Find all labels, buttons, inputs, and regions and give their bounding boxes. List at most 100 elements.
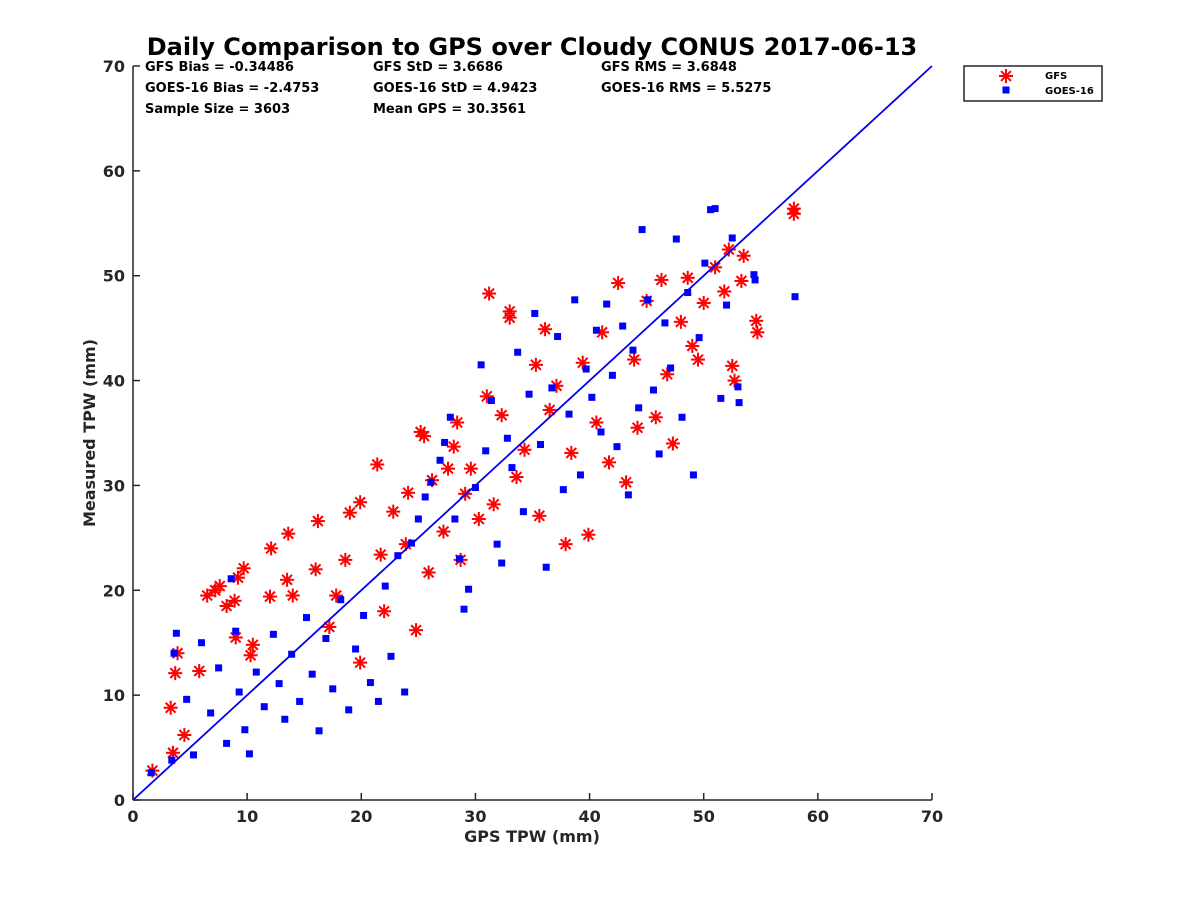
- goes16-point: [514, 348, 522, 356]
- gfs-point: [558, 537, 573, 552]
- gfs-point: [353, 495, 368, 510]
- gfs-point: [509, 470, 524, 485]
- gfs-point: [450, 415, 465, 430]
- goes16-point: [655, 450, 663, 458]
- y-tick-label: 30: [103, 476, 125, 495]
- goes16-point: [232, 627, 240, 635]
- gfs-point: [245, 637, 260, 652]
- goes16-point: [734, 383, 742, 391]
- goes16-point: [329, 685, 337, 693]
- gfs-point: [627, 352, 642, 367]
- gfs-point: [373, 547, 388, 562]
- goes16-point: [446, 413, 454, 421]
- goes16-point: [482, 447, 490, 455]
- gfs-point: [342, 505, 357, 520]
- gfs-point: [673, 314, 688, 329]
- goes16-point: [582, 365, 590, 373]
- goes16-point: [649, 386, 657, 394]
- gfs-point: [285, 588, 300, 603]
- series-gfs: [145, 201, 801, 778]
- goes16-point: [302, 614, 310, 622]
- goes16-point: [427, 478, 435, 486]
- goes16-point: [252, 668, 260, 676]
- goes16-point: [723, 301, 731, 309]
- goes16-point: [223, 739, 231, 747]
- gfs-point: [421, 565, 436, 580]
- gfs-point: [708, 260, 723, 275]
- goes16-point: [571, 296, 579, 304]
- goes16-point: [281, 715, 289, 723]
- y-tick-label: 40: [103, 372, 125, 391]
- goes16-point: [791, 293, 799, 301]
- gfs-point: [463, 461, 478, 476]
- goes16-point: [168, 756, 176, 764]
- gfs-point: [601, 455, 616, 470]
- gfs-point: [564, 445, 579, 460]
- goes16-point: [441, 438, 449, 446]
- goes16-point: [487, 396, 495, 404]
- gfs-point: [370, 457, 385, 472]
- legend-gfs-marker: [999, 69, 1013, 83]
- goes16-point: [147, 769, 155, 777]
- y-tick-label: 60: [103, 162, 125, 181]
- gfs-point: [538, 322, 553, 337]
- goes16-point: [352, 645, 360, 653]
- gfs-point: [409, 623, 424, 638]
- goes16-point: [315, 727, 323, 735]
- x-tick-label: 40: [578, 807, 600, 826]
- x-axis-label: GPS TPW (mm): [464, 827, 600, 846]
- gfs-point: [471, 511, 486, 526]
- goes16-point: [711, 205, 719, 213]
- gfs-point: [322, 619, 337, 634]
- gfs-point: [386, 504, 401, 519]
- goes16-point: [619, 322, 627, 330]
- legend: GFS GOES-16: [963, 65, 1103, 102]
- goes16-point: [451, 515, 459, 523]
- stat-gfs-std: GFS StD = 3.6686: [373, 60, 503, 75]
- goes16-point: [421, 493, 429, 501]
- goes16-point: [672, 235, 680, 243]
- gfs-point: [446, 439, 461, 454]
- goes16-point: [542, 563, 550, 571]
- goes16-point: [684, 288, 692, 296]
- gfs-point: [786, 206, 801, 221]
- goes16-point: [308, 670, 316, 678]
- legend-box: [963, 65, 1103, 102]
- gfs-point: [542, 402, 557, 417]
- gfs-point: [200, 588, 215, 603]
- gfs-point: [611, 276, 626, 291]
- gfs-point: [654, 272, 669, 287]
- gfs-point: [717, 284, 732, 299]
- y-tick-label: 50: [103, 267, 125, 286]
- goes16-point: [531, 309, 539, 317]
- stat-gfs-rms: GFS RMS = 3.6848: [601, 60, 737, 75]
- ticks-layer: 0 10 20 30 40 50 60 70 0 10 20 30 40 50 60 70: [103, 57, 943, 826]
- gfs-point: [338, 552, 353, 567]
- goes16-point: [503, 434, 511, 442]
- goes16-point: [695, 334, 703, 342]
- goes16-point: [678, 413, 686, 421]
- stat-goes16-bias: GOES-16 Bias = -2.4753: [145, 81, 319, 96]
- goes16-point: [597, 428, 605, 436]
- goes16-point: [387, 652, 395, 660]
- goes16-point: [717, 394, 725, 402]
- goes16-point: [689, 471, 697, 479]
- series-goes16: [147, 205, 799, 777]
- goes16-point: [172, 629, 180, 637]
- stat-goes16-rms: GOES-16 RMS = 5.5275: [601, 81, 771, 96]
- goes16-point: [460, 605, 468, 613]
- legend-gfs-symbol: [999, 69, 1013, 83]
- gfs-point: [482, 286, 497, 301]
- goes16-point: [465, 585, 473, 593]
- gfs-point: [168, 666, 183, 681]
- goes16-point: [493, 540, 501, 548]
- goes16-point: [260, 703, 268, 711]
- goes16-point: [189, 751, 197, 759]
- gfs-point: [219, 599, 234, 614]
- goes16-point: [414, 515, 422, 523]
- goes16-point: [183, 695, 191, 703]
- gfs-point: [441, 461, 456, 476]
- gfs-point: [630, 420, 645, 435]
- gfs-point: [502, 310, 517, 325]
